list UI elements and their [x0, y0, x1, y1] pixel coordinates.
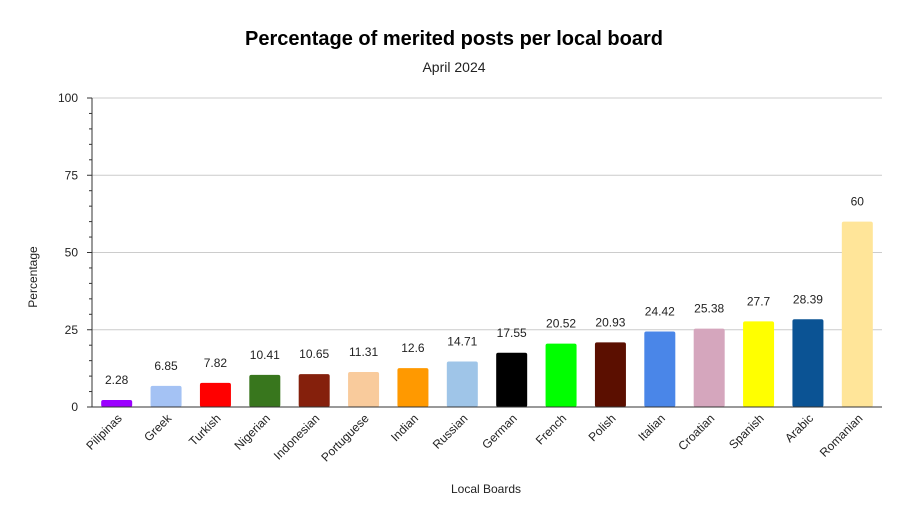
bar: [397, 368, 429, 407]
data-label: 10.41: [250, 348, 280, 362]
x-tick-label: Italian: [635, 411, 668, 444]
x-tick-label: Spanish: [726, 411, 767, 452]
y-tick-label: 0: [71, 400, 78, 414]
x-tick-label: Turkish: [186, 411, 223, 448]
data-label: 20.93: [595, 315, 625, 329]
data-label: 2.28: [105, 373, 129, 387]
data-label: 28.39: [793, 292, 823, 306]
x-tick-label: German: [479, 411, 520, 452]
y-tick-label: 25: [65, 323, 79, 337]
x-tick-label: Croatian: [675, 411, 717, 453]
bar: [841, 221, 873, 407]
bar: [199, 382, 231, 407]
y-tick-label: 100: [58, 91, 78, 105]
bar: [792, 319, 824, 407]
bars: 2.28 6.85 7.82 10.41 10.65 11.31 12.6 14.71 17.5…: [101, 195, 873, 407]
bar: [693, 328, 725, 407]
bar: [348, 372, 380, 407]
x-tick-label: Indonesian: [271, 411, 322, 462]
x-tick-label: Romanian: [817, 411, 866, 460]
chart-subtitle: April 2024: [422, 59, 485, 75]
bar: [545, 343, 577, 407]
bar: [496, 352, 528, 407]
bar: [594, 342, 626, 407]
bar: [150, 385, 182, 407]
y-tick-label: 75: [65, 168, 79, 182]
x-tick-label: Polish: [586, 411, 619, 444]
bar: [101, 399, 133, 407]
x-tick-label: Indian: [388, 411, 421, 444]
y-tick-label: 50: [65, 246, 79, 260]
data-label: 14.71: [447, 335, 477, 349]
data-label: 11.31: [349, 345, 378, 359]
bar: [743, 321, 775, 407]
data-label: 60: [851, 195, 865, 209]
x-axis-label: Local Boards: [451, 482, 521, 496]
chart-title: Percentage of merited posts per local bo…: [245, 28, 663, 50]
x-tick-label: Russian: [430, 411, 471, 452]
bar: [644, 331, 676, 407]
data-label: 20.52: [546, 317, 576, 331]
data-label: 27.7: [747, 294, 771, 308]
data-label: 25.38: [694, 302, 724, 316]
x-tick-label: Pilipinas: [83, 411, 125, 453]
y-axis-label: Percentage: [26, 246, 40, 308]
bar: [446, 361, 478, 407]
x-tick-label: Nigerian: [231, 411, 273, 453]
data-label: 7.82: [204, 356, 228, 370]
bar: [249, 374, 281, 407]
x-tick-label: Greek: [141, 411, 175, 445]
data-label: 24.42: [645, 305, 675, 319]
x-tick-label: Portuguese: [318, 411, 372, 465]
y-axis: 0 25 50 75 100: [58, 91, 93, 414]
data-label: 12.6: [401, 341, 425, 355]
data-label: 6.85: [154, 359, 178, 373]
data-label: 10.65: [299, 347, 329, 361]
x-tick-label: Arabic: [782, 411, 816, 445]
data-label: 17.55: [497, 326, 527, 340]
bar: [298, 374, 330, 407]
x-axis: Pilipinas Greek Turkish NigerianIndonesianP…: [83, 406, 882, 465]
x-tick-label: French: [533, 411, 569, 447]
